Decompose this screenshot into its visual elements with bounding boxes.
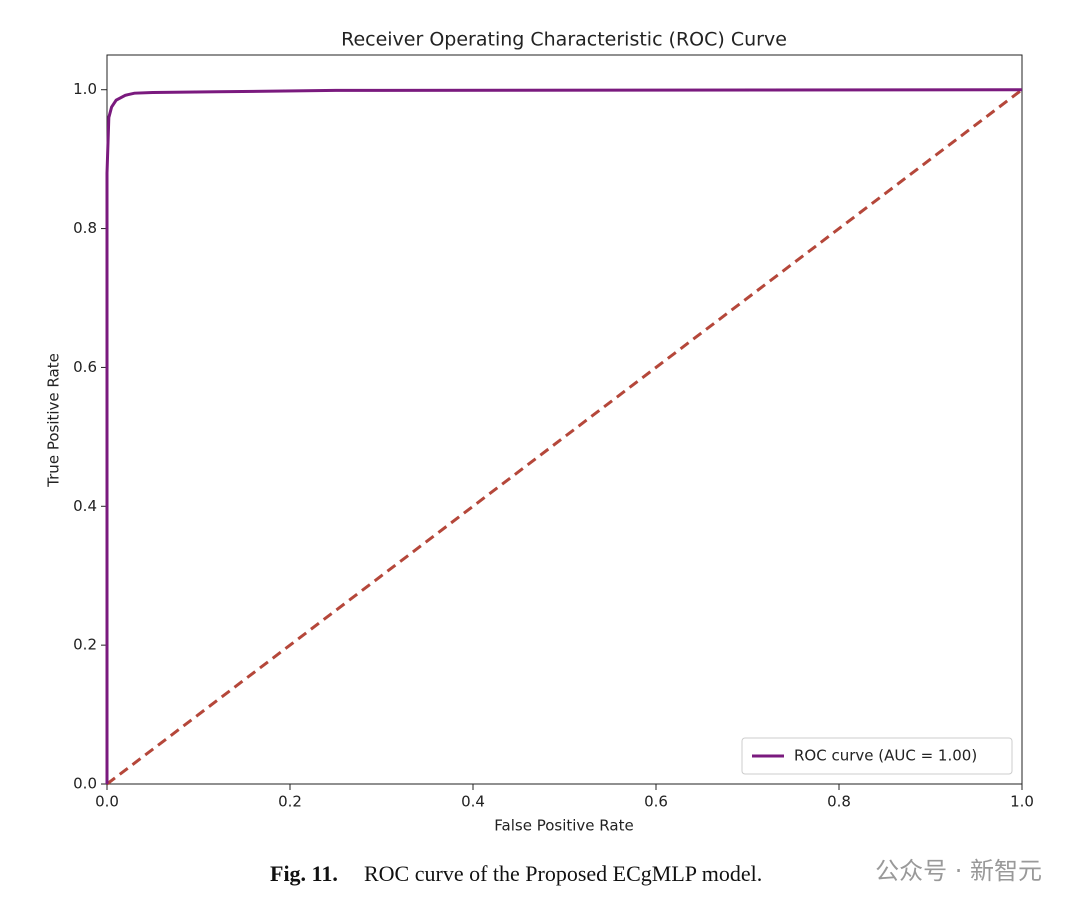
x-tick-label: 0.0 [95,793,119,811]
caption-label: Fig. 11. [270,861,338,886]
y-tick-label: 0.0 [73,775,97,793]
y-tick-label: 0.2 [73,636,97,654]
y-tick-label: 0.8 [73,219,97,237]
x-tick-label: 1.0 [1010,793,1034,811]
x-tick-label: 0.2 [278,793,302,811]
y-axis-label: True Positive Rate [45,353,63,488]
roc-line [105,88,1023,784]
x-tick-label: 0.8 [827,793,851,811]
y-tick-label: 1.0 [73,80,97,98]
x-tick-label: 0.6 [644,793,668,811]
reference-line [106,88,1023,786]
x-tick-label: 0.4 [461,793,485,811]
chart-title: Receiver Operating Characteristic (ROC) … [341,29,787,51]
legend-label: ROC curve (AUC = 1.00) [794,747,977,765]
legend-box [741,737,1013,775]
caption-text: ROC curve of the Proposed ECgMLP model. [364,861,762,886]
y-tick-label: 0.4 [73,497,97,515]
y-tick-label: 0.6 [73,358,97,376]
watermark: 公众号 · 新智元 [875,857,1042,885]
x-axis-label: False Positive Rate [494,817,633,835]
plot-frame [106,54,1023,785]
